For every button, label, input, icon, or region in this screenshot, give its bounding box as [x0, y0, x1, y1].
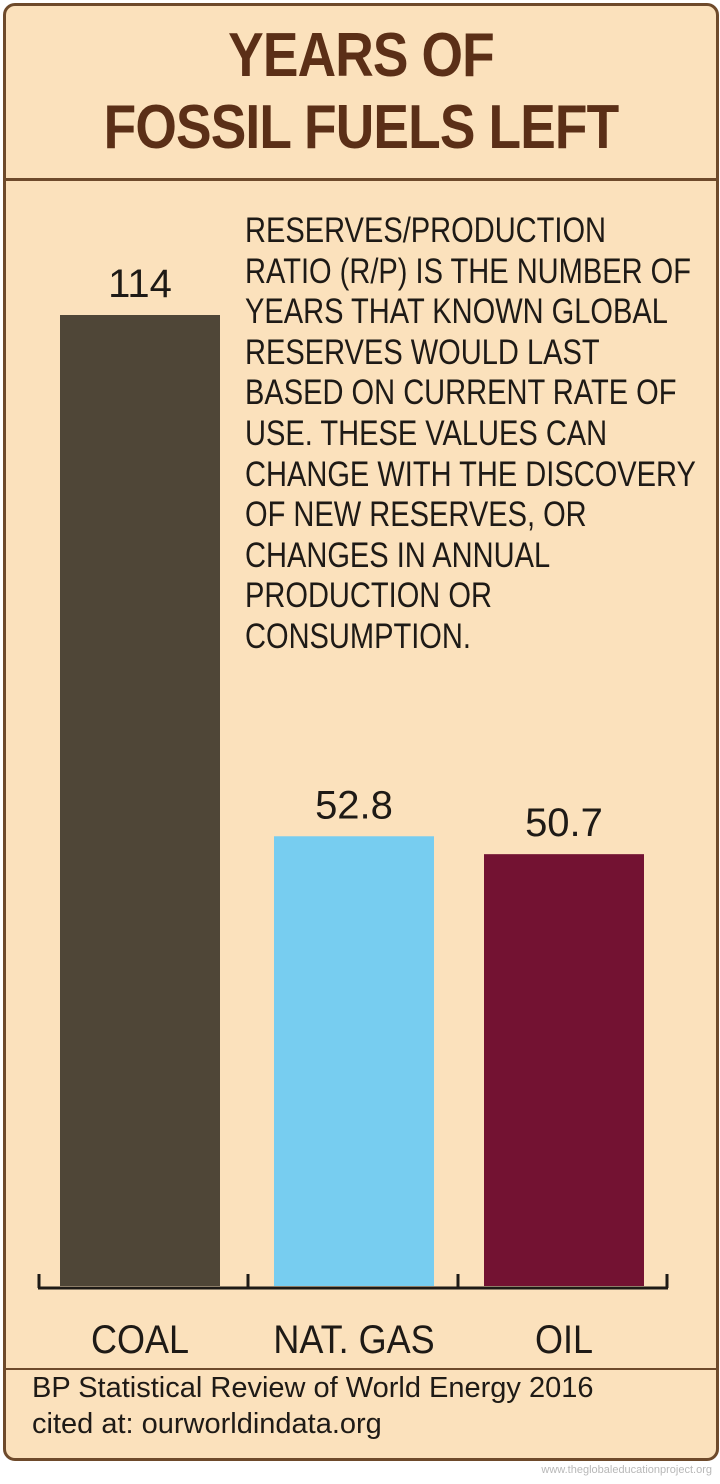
value-label: 114 — [108, 262, 172, 306]
value-label: 52.8 — [315, 783, 393, 827]
x-tick-label: COAL — [91, 1318, 189, 1362]
x-tick-label: OIL — [535, 1318, 593, 1362]
bar — [274, 836, 434, 1286]
chart: 114 COAL 52.8 NAT. GAS 50.7 OIL — [37, 262, 669, 1362]
source: BP Statistical Review of World Energy 20… — [32, 1372, 594, 1404]
source: cited at: ourworldindata.org — [32, 1408, 382, 1440]
watermark: www.theglobaleducationproject.org — [541, 1464, 712, 1476]
frame: YEARS OF FOSSIL FUELS LEFT 114 COAL 52.8 NA… — [3, 3, 719, 1461]
value-label: 50.7 — [525, 801, 603, 845]
chart-title: YEARS OF FOSSIL FUELS LEFT — [103, 21, 620, 162]
annotation: RESERVES/PRODUCTION RATIO (R/P) IS THE N… — [245, 211, 696, 656]
bar — [60, 315, 220, 1286]
divider — [6, 178, 716, 181]
divider — [6, 1368, 716, 1370]
bar — [484, 854, 644, 1286]
x-tick-label: NAT. GAS — [273, 1318, 434, 1362]
